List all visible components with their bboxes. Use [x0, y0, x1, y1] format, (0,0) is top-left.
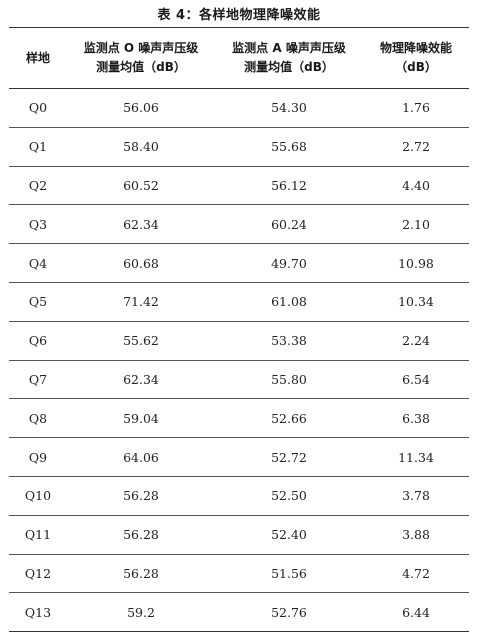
cell-plot: Q3 [9, 204, 67, 245]
cell-point-a: 49.70 [215, 243, 363, 283]
cell-plot: Q10 [9, 476, 67, 516]
cell-efficiency: 11.34 [363, 437, 469, 477]
table-row: Q10 56.28 52.50 3.78 [9, 476, 469, 516]
cell-efficiency: 10.98 [363, 243, 469, 283]
cell-point-o: 56.28 [67, 476, 215, 516]
cell-point-a: 52.76 [215, 592, 363, 632]
cell-efficiency: 6.38 [363, 398, 469, 439]
cell-point-o: 58.40 [67, 127, 215, 167]
table-header-row: 样地 监测点 O 噪声声压级 测量均值（dB） 监测点 A 噪声声压级 测量均值… [9, 27, 469, 89]
table-row: Q9 64.06 52.72 11.34 [9, 437, 469, 477]
cell-point-o: 60.68 [67, 243, 215, 283]
cell-point-a: 61.08 [215, 282, 363, 322]
cell-point-a: 56.12 [215, 166, 363, 206]
header-efficiency: 物理降噪效能 （dB） [363, 27, 469, 89]
table-row: Q1 58.40 55.68 2.72 [9, 127, 469, 167]
cell-point-o: 56.06 [67, 88, 215, 128]
table-body: Q0 56.06 54.30 1.76 Q1 58.40 55.68 2.72 Q2 60.52 5… [9, 88, 469, 632]
cell-plot: Q5 [9, 282, 67, 322]
cell-efficiency: 2.24 [363, 321, 469, 361]
cell-plot: Q12 [9, 554, 67, 594]
cell-plot: Q0 [9, 88, 67, 128]
header-plot: 样地 [9, 27, 67, 89]
cell-plot: Q11 [9, 515, 67, 555]
cell-point-o: 56.28 [67, 554, 215, 594]
table-row: Q13 59.2 52.76 6.44 [9, 592, 469, 632]
header-point-a: 监测点 A 噪声声压级 测量均值（dB） [215, 27, 363, 89]
cell-efficiency: 4.72 [363, 554, 469, 594]
table-row: Q11 56.28 52.40 3.88 [9, 515, 469, 555]
table-row: Q4 60.68 49.70 10.98 [9, 243, 469, 283]
cell-point-o: 55.62 [67, 321, 215, 361]
cell-point-o: 56.28 [67, 515, 215, 555]
cell-point-a: 55.80 [215, 360, 363, 400]
cell-plot: Q8 [9, 398, 67, 439]
cell-point-a: 60.24 [215, 204, 363, 245]
cell-point-o: 62.34 [67, 204, 215, 245]
cell-plot: Q9 [9, 437, 67, 477]
cell-efficiency: 4.40 [363, 166, 469, 206]
cell-point-a: 51.56 [215, 554, 363, 594]
cell-point-a: 52.72 [215, 437, 363, 477]
cell-point-a: 52.66 [215, 398, 363, 439]
cell-plot: Q4 [9, 243, 67, 283]
cell-efficiency: 6.44 [363, 592, 469, 632]
cell-point-o: 59.04 [67, 398, 215, 439]
table-row: Q12 56.28 51.56 4.72 [9, 554, 469, 594]
cell-point-o: 64.06 [67, 437, 215, 477]
cell-efficiency: 10.34 [363, 282, 469, 322]
table-row: Q3 62.34 60.24 2.10 [9, 204, 469, 245]
table-row: Q2 60.52 56.12 4.40 [9, 166, 469, 206]
cell-plot: Q2 [9, 166, 67, 206]
cell-efficiency: 3.78 [363, 476, 469, 516]
cell-efficiency: 6.54 [363, 360, 469, 400]
cell-efficiency: 2.10 [363, 204, 469, 245]
cell-efficiency: 1.76 [363, 88, 469, 128]
cell-point-a: 53.38 [215, 321, 363, 361]
table-row: Q7 62.34 55.80 6.54 [9, 360, 469, 400]
cell-point-o: 60.52 [67, 166, 215, 206]
cell-efficiency: 2.72 [363, 127, 469, 167]
header-point-o: 监测点 O 噪声声压级 测量均值（dB） [67, 27, 215, 89]
table-caption: 表 4：各样地物理降噪效能 [157, 8, 321, 23]
table-row: Q5 71.42 61.08 10.34 [9, 282, 469, 322]
cell-plot: Q13 [9, 592, 67, 632]
cell-efficiency: 3.88 [363, 515, 469, 555]
cell-point-a: 52.40 [215, 515, 363, 555]
cell-plot: Q6 [9, 321, 67, 361]
cell-point-o: 71.42 [67, 282, 215, 322]
cell-point-a: 54.30 [215, 88, 363, 128]
cell-point-o: 62.34 [67, 360, 215, 400]
table-row: Q6 55.62 53.38 2.24 [9, 321, 469, 361]
table-row: Q8 59.04 52.66 6.38 [9, 398, 469, 439]
cell-point-a: 55.68 [215, 127, 363, 167]
cell-point-o: 59.2 [67, 592, 215, 632]
cell-point-a: 52.50 [215, 476, 363, 516]
cell-plot: Q7 [9, 360, 67, 400]
noise-reduction-table: 样地 监测点 O 噪声声压级 测量均值（dB） 监测点 A 噪声声压级 测量均值… [9, 27, 469, 632]
cell-plot: Q1 [9, 127, 67, 167]
table-row: Q0 56.06 54.30 1.76 [9, 88, 469, 128]
